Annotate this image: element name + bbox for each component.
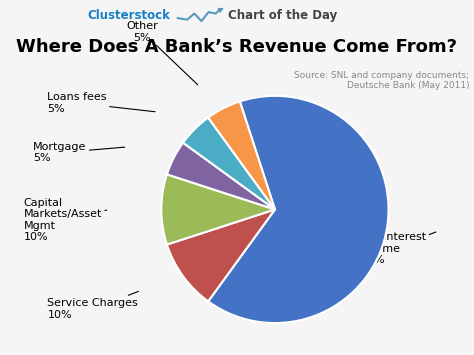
Text: Where Does A Bank’s Revenue Come From?: Where Does A Bank’s Revenue Come From? bbox=[17, 38, 457, 56]
Text: Service Charges
10%: Service Charges 10% bbox=[47, 291, 138, 320]
Text: Capital
Markets/Asset
Mgmt
10%: Capital Markets/Asset Mgmt 10% bbox=[24, 198, 107, 242]
Wedge shape bbox=[208, 96, 389, 323]
Text: Clusterstock: Clusterstock bbox=[88, 9, 171, 22]
Text: Other
5%: Other 5% bbox=[127, 21, 198, 85]
Wedge shape bbox=[167, 209, 275, 301]
Wedge shape bbox=[161, 174, 275, 245]
Text: Mortgage
5%: Mortgage 5% bbox=[33, 142, 125, 163]
Text: Source: SNL and company documents;
Deutsche Bank (May 2011): Source: SNL and company documents; Deuts… bbox=[294, 71, 469, 90]
Wedge shape bbox=[208, 102, 275, 209]
Text: Chart of the Day: Chart of the Day bbox=[228, 9, 337, 22]
Wedge shape bbox=[183, 118, 275, 209]
Wedge shape bbox=[167, 143, 275, 209]
Text: Loans fees
5%: Loans fees 5% bbox=[47, 92, 155, 114]
Text: Net Interest
Income
65%: Net Interest Income 65% bbox=[360, 232, 436, 265]
